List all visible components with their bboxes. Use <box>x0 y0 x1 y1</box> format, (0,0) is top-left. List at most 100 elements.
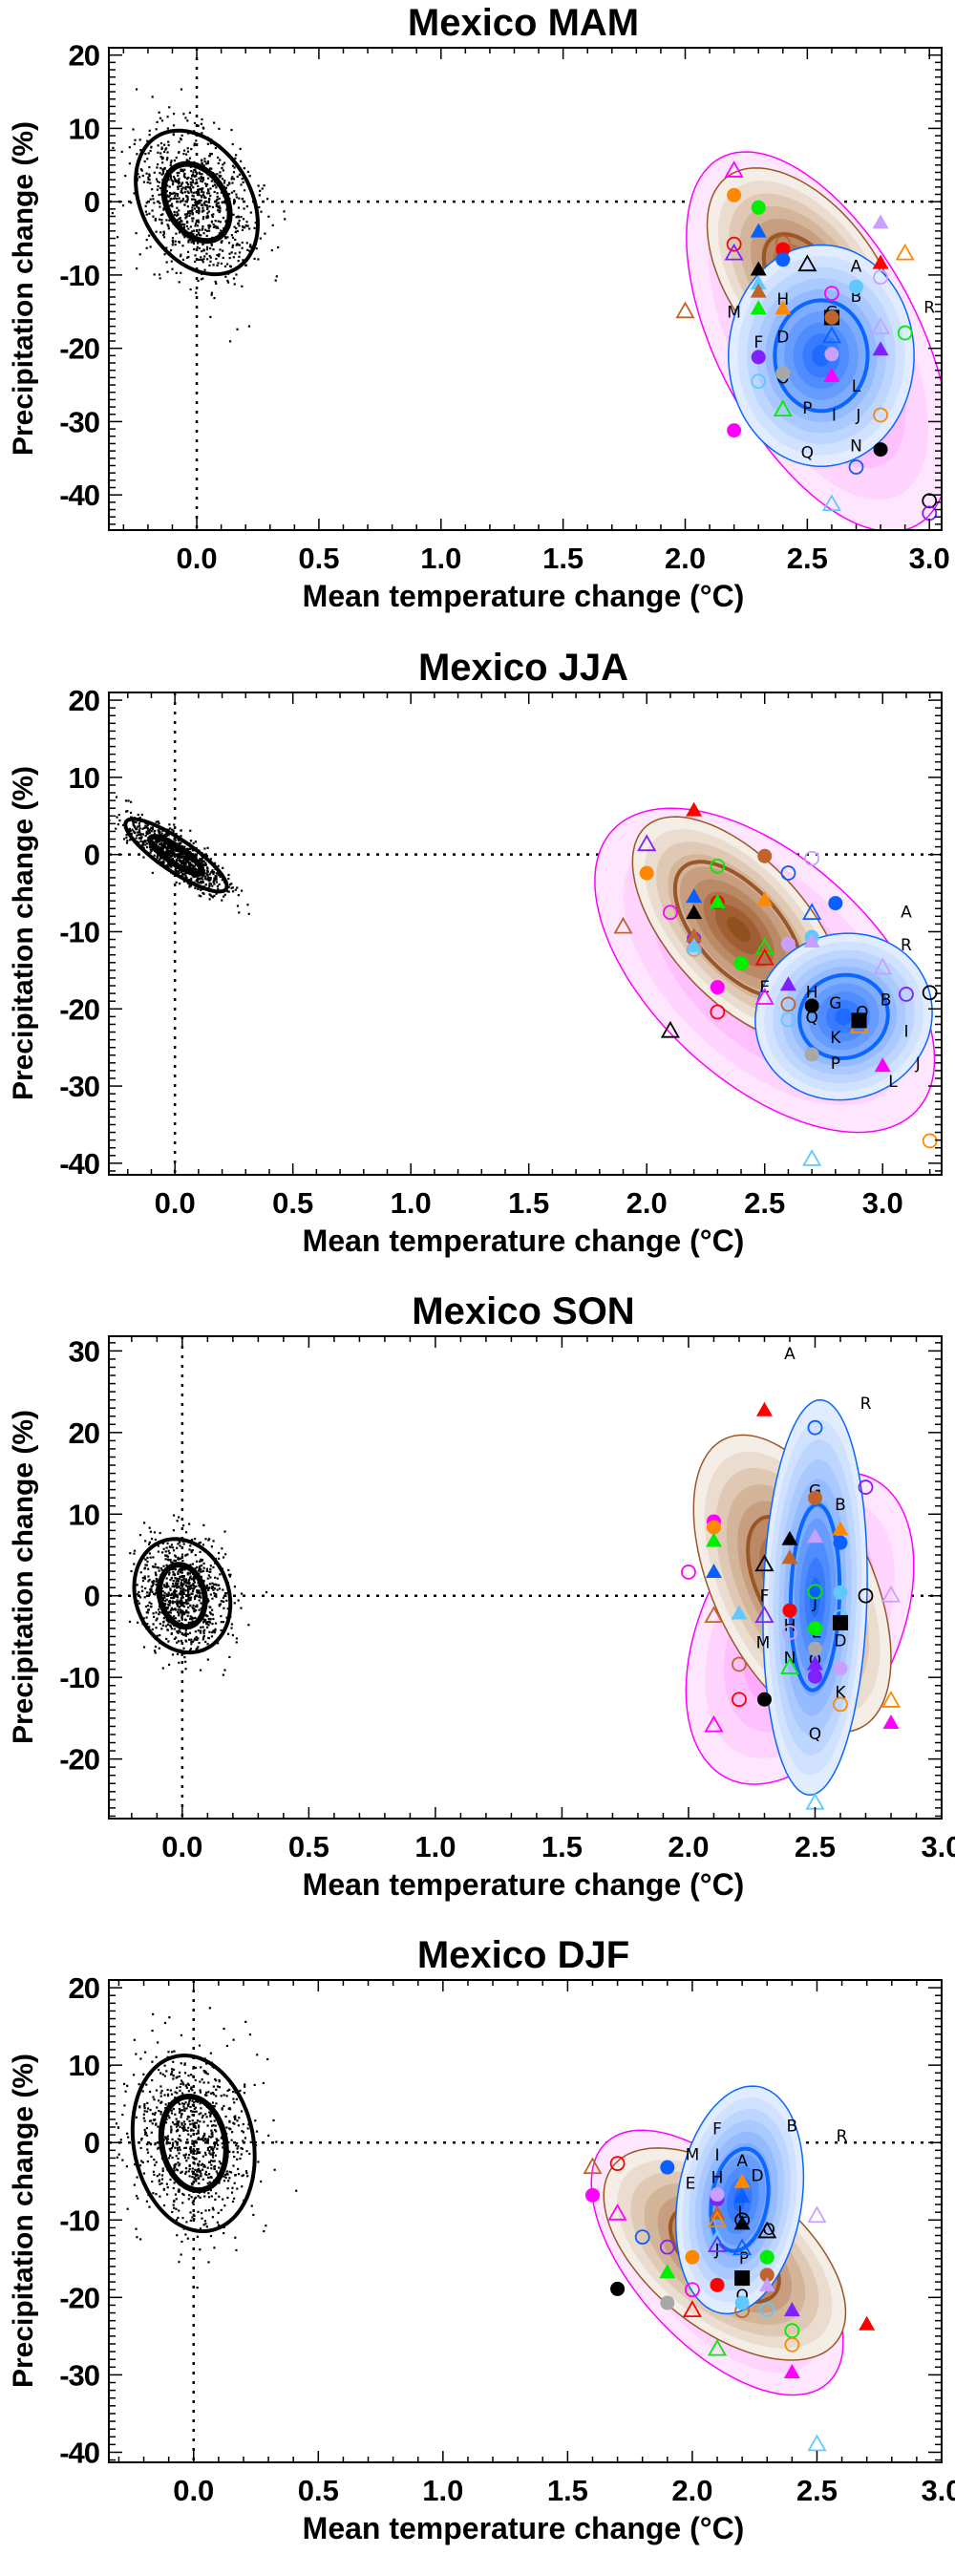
obs-sample-dot <box>174 856 177 859</box>
obs-sample-dot <box>204 862 207 864</box>
obs-sample-dot <box>225 2126 228 2129</box>
obs-sample-dot <box>182 1580 186 1583</box>
obs-sample-dot <box>154 2163 157 2166</box>
obs-sample-dot <box>223 2180 226 2182</box>
obs-sample-dot <box>189 1544 192 1547</box>
x-tick-label: 1.5 <box>547 2474 588 2507</box>
obs-sample-dot <box>180 2140 182 2142</box>
obs-sample-dot <box>198 2160 202 2163</box>
obs-sample-dot <box>196 1605 199 1608</box>
obs-sample-dot <box>188 209 192 213</box>
obs-sample-dot <box>219 875 222 879</box>
obs-sample-dot <box>129 811 133 815</box>
obs-sample-dot <box>146 2101 149 2104</box>
obs-sample-dot <box>180 862 183 865</box>
obs-sample-dot <box>153 1650 157 1652</box>
obs-sample-dot <box>202 891 204 895</box>
model-letter-E: E <box>686 2174 696 2193</box>
obs-sample-dot <box>193 1610 196 1613</box>
obs-sample-dot <box>202 277 204 280</box>
obs-sample-dot <box>149 851 152 854</box>
obs-sample-dot <box>165 2142 168 2145</box>
obs-sample-dot <box>170 179 173 181</box>
obs-sample-dot <box>253 226 256 229</box>
obs-sample-dot <box>212 2151 215 2154</box>
obs-sample-dot <box>199 1565 202 1567</box>
obs-sample-dot <box>195 1560 199 1563</box>
model-point-triangle <box>873 957 893 975</box>
obs-sample-dot <box>192 2157 195 2160</box>
obs-sample-dot <box>208 2007 211 2010</box>
obs-sample-dot <box>209 152 212 156</box>
obs-sample-dot <box>202 1631 205 1635</box>
obs-sample-dot <box>184 1634 187 1637</box>
obs-sample-dot <box>148 234 151 237</box>
model-letter-R: R <box>901 936 912 955</box>
obs-cloud <box>109 2007 298 2289</box>
obs-sample-dot <box>194 841 198 843</box>
obs-sample-dot <box>180 1616 183 1619</box>
obs-sample-dot <box>177 1516 180 1519</box>
obs-sample-dot <box>163 842 166 845</box>
obs-sample-dot <box>187 241 190 244</box>
obs-sample-dot <box>177 1571 180 1574</box>
obs-sample-dot <box>126 2132 129 2135</box>
obs-sample-dot <box>165 219 168 222</box>
obs-sample-dot <box>231 142 234 146</box>
obs-sample-dot <box>146 2151 150 2154</box>
obs-sample-dot <box>138 2106 141 2109</box>
obs-sample-dot <box>284 218 286 221</box>
obs-sample-dot <box>162 230 165 233</box>
obs-sample-dot <box>195 2099 198 2103</box>
obs-sample-dot <box>214 2198 217 2201</box>
obs-sample-dot <box>169 161 173 164</box>
obs-sample-dot <box>155 2122 158 2125</box>
obs-sample-dot <box>222 1588 224 1591</box>
x-tick-label: 1.0 <box>414 1830 456 1863</box>
obs-sample-dot <box>190 241 193 244</box>
obs-sample-dot <box>144 1586 147 1590</box>
obs-sample-dot <box>143 826 146 830</box>
plot-content: FBRMIAHDELOJPQ <box>109 1980 942 2462</box>
obs-sample-dot <box>198 1608 201 1611</box>
obs-sample-dot <box>176 206 179 209</box>
obs-sample-dot <box>219 159 222 161</box>
obs-sample-dot <box>200 195 202 198</box>
obs-sample-dot <box>185 847 189 850</box>
obs-sample-dot <box>201 132 203 135</box>
obs-sample-dot <box>183 2063 186 2066</box>
obs-sample-dot <box>263 184 265 187</box>
obs-sample-dot <box>159 141 163 145</box>
obs-sample-dot <box>181 1605 185 1607</box>
obs-sample-dot <box>238 2117 241 2119</box>
obs-sample-dot <box>176 1596 180 1599</box>
obs-sample-dot <box>230 128 233 132</box>
plot-frame <box>108 1979 943 2463</box>
obs-sample-dot <box>152 2170 156 2173</box>
obs-sample-dot <box>195 1595 198 1598</box>
obs-sample-dot <box>180 1639 182 1643</box>
obs-sample-dot <box>169 1625 172 1629</box>
obs-sample-dot <box>186 1585 189 1588</box>
obs-sample-dot <box>143 1566 147 1569</box>
model-point-circle <box>775 366 791 381</box>
obs-sample-dot <box>208 2150 211 2153</box>
model-letter-Q: Q <box>809 1725 821 1744</box>
model-point-circle <box>922 985 938 1001</box>
obs-sample-dot <box>176 2143 179 2146</box>
obs-sample-dot <box>176 185 180 188</box>
obs-sample-dot <box>211 1608 214 1611</box>
obs-sample-dot <box>179 255 182 258</box>
obs-sample-dot <box>208 229 211 232</box>
obs-sample-dot <box>223 895 225 898</box>
obs-sample-dot <box>164 2137 168 2140</box>
obs-sample-dot <box>185 1603 188 1606</box>
model-point-triangle <box>733 2173 751 2188</box>
obs-sample-dot <box>167 865 170 868</box>
obs-sample-dot <box>202 1634 205 1637</box>
obs-sample-dot <box>145 2127 149 2130</box>
obs-sample-dot <box>168 2154 172 2157</box>
obs-sample-dot <box>221 2107 223 2110</box>
obs-sample-dot <box>209 2113 212 2116</box>
obs-sample-dot <box>159 842 161 845</box>
